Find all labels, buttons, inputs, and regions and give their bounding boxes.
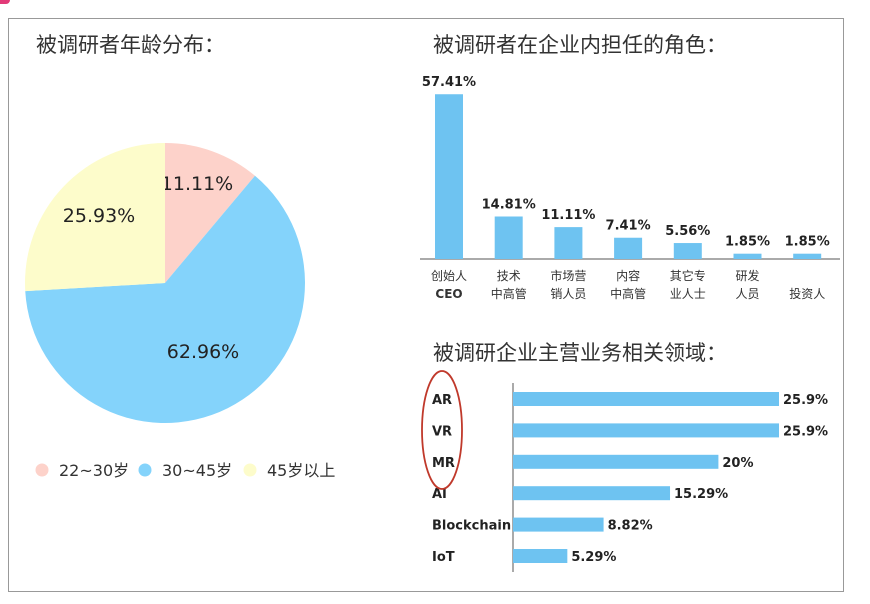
bar — [793, 253, 822, 259]
legend-swatch — [138, 463, 152, 477]
chart-frame — [8, 18, 844, 592]
bar — [513, 423, 779, 438]
legend-label: 30~45岁 — [162, 461, 232, 480]
category-label-line1: 市场营 — [550, 268, 586, 283]
bar — [513, 392, 779, 406]
domain-chart-title: 被调研企业主营业务相关领域： — [433, 341, 727, 365]
bar-value-label: 25.9% — [783, 393, 828, 408]
bar — [733, 253, 762, 259]
pie-slice-label: 25.93% — [63, 205, 135, 227]
pie-title: 被调研者年龄分布： — [36, 33, 225, 57]
pie-slice — [165, 143, 255, 283]
legend-label: 45岁以上 — [267, 461, 335, 480]
category-label-line2: CEO — [435, 287, 462, 301]
category-label-line1: 创始人 — [431, 269, 467, 283]
category-label-line2: 中高管 — [491, 286, 527, 301]
bar-value-label: 15.29% — [674, 487, 728, 502]
category-label-line1: 内容 — [616, 268, 640, 283]
category-label: AR — [432, 393, 452, 408]
bar-value-label: 5.56% — [665, 224, 710, 239]
category-label: MR — [432, 456, 455, 471]
category-label: Blockchain — [432, 519, 511, 534]
bar-value-label: 7.41% — [606, 219, 651, 234]
legend-swatch — [35, 463, 49, 477]
category-label: IoT — [432, 550, 455, 565]
bar-value-label: 8.82% — [608, 519, 653, 534]
bar — [614, 237, 643, 259]
legend-label: 22~30岁 — [59, 461, 129, 480]
bar — [435, 94, 463, 259]
category-label-line1: 研发 — [735, 268, 759, 283]
bar — [513, 486, 671, 501]
bar-value-label: 11.11% — [541, 208, 595, 223]
bar-value-label: 14.81% — [482, 197, 536, 212]
bar-value-label: 20% — [722, 456, 753, 471]
bar — [513, 454, 719, 469]
bar-value-label: 1.85% — [785, 235, 830, 250]
role-chart-title: 被调研者在企业内担任的角色： — [433, 33, 727, 57]
category-label-line1: 其它专 — [670, 268, 706, 283]
bar-value-label: 57.41% — [422, 75, 476, 90]
category-label-line1: 技术 — [497, 269, 521, 283]
category-label: VR — [432, 424, 452, 439]
bar-value-label: 25.9% — [783, 424, 828, 439]
bar — [673, 243, 702, 259]
category-label-line2: 中高管 — [610, 286, 646, 301]
category-label: AI — [432, 487, 447, 502]
highlight-ellipse — [421, 370, 463, 490]
category-label-line2: 投资人 — [789, 286, 825, 301]
corner-accent — [0, 0, 10, 4]
pie-slice — [25, 175, 305, 423]
bar — [513, 517, 604, 532]
bar-value-label: 5.29% — [571, 550, 616, 565]
bar — [513, 549, 568, 563]
bar-value-label: 1.85% — [725, 235, 770, 250]
category-label-line2: 业人士 — [670, 287, 706, 301]
category-label-line2: 人员 — [735, 287, 759, 301]
bar — [554, 227, 583, 259]
legend-swatch — [243, 463, 257, 477]
pie-slice — [25, 143, 165, 292]
pie-slice-label: 11.11% — [161, 173, 233, 195]
bar — [494, 216, 523, 259]
category-label-line2: 销人员 — [550, 287, 586, 301]
pie-slice-label: 62.96% — [167, 341, 239, 363]
